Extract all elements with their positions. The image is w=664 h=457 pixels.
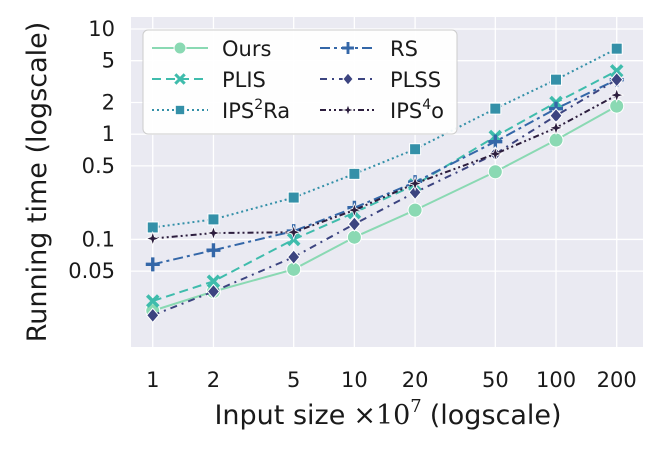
series-plss (146, 71, 624, 324)
legend-marker (174, 73, 186, 85)
data-point (487, 164, 503, 180)
x-tick-labels: 1 2 5 10 20 50 100 200 (146, 368, 637, 392)
data-point (145, 230, 161, 247)
data-point (285, 224, 302, 240)
x-tick-label: 10 (341, 368, 368, 392)
legend: Ours PLIS IPS2Ra RS PLSS IPS4o (142, 29, 458, 135)
y-axis-label: Running time (logscale) (22, 22, 53, 343)
legend-label: IPS2Ra (222, 97, 290, 123)
legend-box (142, 29, 458, 135)
legend-marker (173, 41, 187, 55)
x-tick-label: 50 (482, 368, 509, 392)
data-point (206, 243, 221, 258)
data-point (206, 283, 221, 300)
x-tick-label: 20 (402, 368, 429, 392)
data-point (347, 216, 362, 232)
data-point (408, 184, 422, 201)
legend-label: Ours (222, 37, 271, 61)
x-tick-label: 2 (207, 368, 220, 392)
legend-item: RS (320, 37, 418, 61)
y-tick-labels: 0.05 0.1 0.5 1 2 5 10 (68, 17, 115, 283)
data-point (145, 294, 160, 308)
legend-item: PLSS (320, 68, 441, 92)
data-point (348, 167, 361, 180)
legend-item: IPS4o (320, 97, 444, 123)
data-point (407, 202, 423, 218)
data-point (407, 175, 423, 192)
data-point (287, 191, 300, 204)
data-point (487, 146, 504, 162)
legend-label: RS (390, 37, 418, 61)
x-tick-label: 1 (146, 368, 159, 392)
legend-label: IPS4o (390, 97, 444, 123)
data-point (548, 120, 564, 136)
y-tick-label: 2 (102, 91, 115, 115)
legend-marker (342, 42, 354, 54)
data-point (610, 42, 623, 55)
y-tick-label: 0.5 (82, 154, 115, 178)
series-ips2 (146, 42, 623, 234)
legend-marker (174, 104, 186, 116)
data-point (609, 87, 625, 103)
data-point (610, 71, 624, 88)
y-tick-label: 0.05 (68, 259, 115, 283)
y-tick-label: 1 (102, 122, 115, 146)
series-line (152, 78, 618, 317)
data-point (489, 102, 502, 115)
data-point (145, 257, 160, 272)
legend-marker (341, 103, 355, 117)
series-line (152, 78, 618, 266)
legend-item: PLIS (152, 68, 266, 92)
x-tick-label: 5 (287, 368, 300, 392)
data-point (409, 143, 422, 156)
legend-item: Ours (152, 37, 271, 61)
legend-item: IPS2Ra (152, 97, 290, 123)
series-line (152, 47, 618, 229)
data-point (346, 202, 363, 218)
data-point (206, 274, 221, 289)
data-point (346, 229, 362, 245)
data-point (207, 213, 220, 226)
legend-marker (342, 72, 354, 86)
x-tick-label: 200 (597, 368, 637, 392)
y-tick-label: 0.1 (82, 227, 115, 251)
data-point (550, 73, 563, 86)
x-axis-label: Input size ×107 (logscale) (214, 396, 561, 431)
y-tick-label: 5 (102, 49, 115, 73)
series-line (152, 69, 618, 302)
data-point (146, 307, 160, 324)
data-point (287, 249, 301, 265)
data-point (609, 64, 624, 78)
series-ips4 (145, 87, 625, 247)
data-point (205, 225, 222, 241)
legend-label: PLSS (390, 68, 441, 92)
x-tick-label: 100 (536, 368, 576, 392)
y-tick-label: 10 (88, 17, 115, 41)
legend-label: PLIS (222, 68, 266, 92)
series-line (152, 105, 618, 312)
series-layer (145, 42, 625, 324)
series-line (152, 94, 618, 240)
